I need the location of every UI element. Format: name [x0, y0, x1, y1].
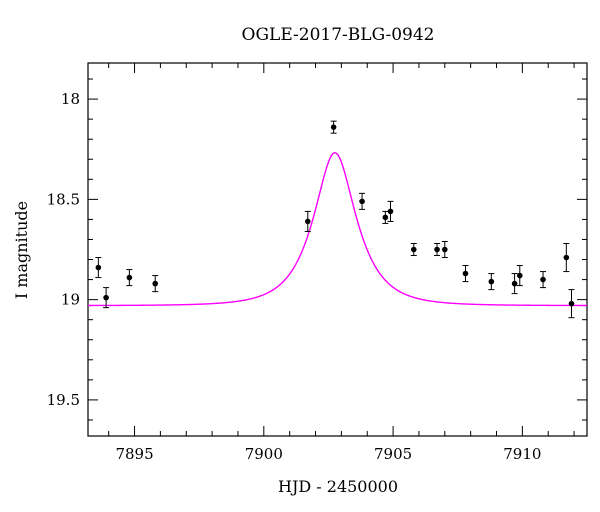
data-point: [568, 289, 575, 319]
axis-ticks: [88, 63, 587, 436]
y-tick-label: 18.5: [47, 190, 80, 208]
y-tick-label: 19.5: [47, 391, 80, 409]
data-point: [387, 200, 394, 222]
data-marker: [103, 294, 109, 301]
data-marker: [568, 300, 575, 307]
data-point: [441, 240, 448, 259]
data-points: [95, 120, 575, 319]
data-point: [462, 265, 469, 283]
data-marker: [516, 272, 523, 279]
model-curve: [88, 152, 587, 307]
data-point: [563, 242, 570, 273]
data-marker: [488, 278, 495, 285]
data-marker: [359, 198, 365, 205]
x-tick-label: 7905: [374, 445, 412, 463]
data-marker: [152, 280, 159, 287]
x-tick-label: 7895: [115, 445, 153, 463]
y-axis-label: I magnitude: [12, 201, 31, 299]
x-tick-label: 7910: [503, 445, 541, 463]
data-point: [103, 287, 110, 309]
data-point: [330, 120, 337, 134]
data-point: [511, 273, 518, 295]
data-point: [382, 210, 389, 224]
data-marker: [441, 246, 448, 253]
data-marker: [304, 218, 311, 225]
data-point: [488, 273, 495, 291]
y-tick-label: 19: [61, 291, 80, 309]
data-point: [95, 257, 102, 279]
data-marker: [540, 276, 546, 283]
plot-frame: [87, 62, 588, 437]
x-axis-label: HJD - 2450000: [278, 477, 398, 496]
data-marker: [511, 280, 518, 287]
data-marker: [563, 254, 570, 261]
data-point: [304, 210, 311, 232]
data-point: [359, 192, 366, 210]
data-marker: [462, 270, 469, 277]
data-point: [434, 242, 441, 257]
data-marker: [126, 274, 133, 281]
data-marker: [330, 124, 337, 130]
data-point: [410, 242, 417, 257]
data-point: [152, 275, 159, 293]
x-tick-label: 7900: [245, 445, 283, 463]
data-point: [126, 269, 133, 287]
data-point: [540, 271, 547, 289]
data-point: [516, 265, 523, 287]
data-marker: [434, 246, 440, 253]
y-tick-labels: 18 18.5 19 19.5: [47, 90, 80, 409]
data-marker: [382, 214, 389, 221]
data-marker: [410, 246, 417, 253]
data-marker: [387, 208, 394, 215]
data-marker: [95, 264, 102, 271]
y-tick-label: 18: [61, 90, 80, 108]
x-tick-labels: 7895 7900 7905 7910: [115, 445, 541, 463]
chart-title: OGLE-2017-BLG-0942: [242, 25, 435, 45]
